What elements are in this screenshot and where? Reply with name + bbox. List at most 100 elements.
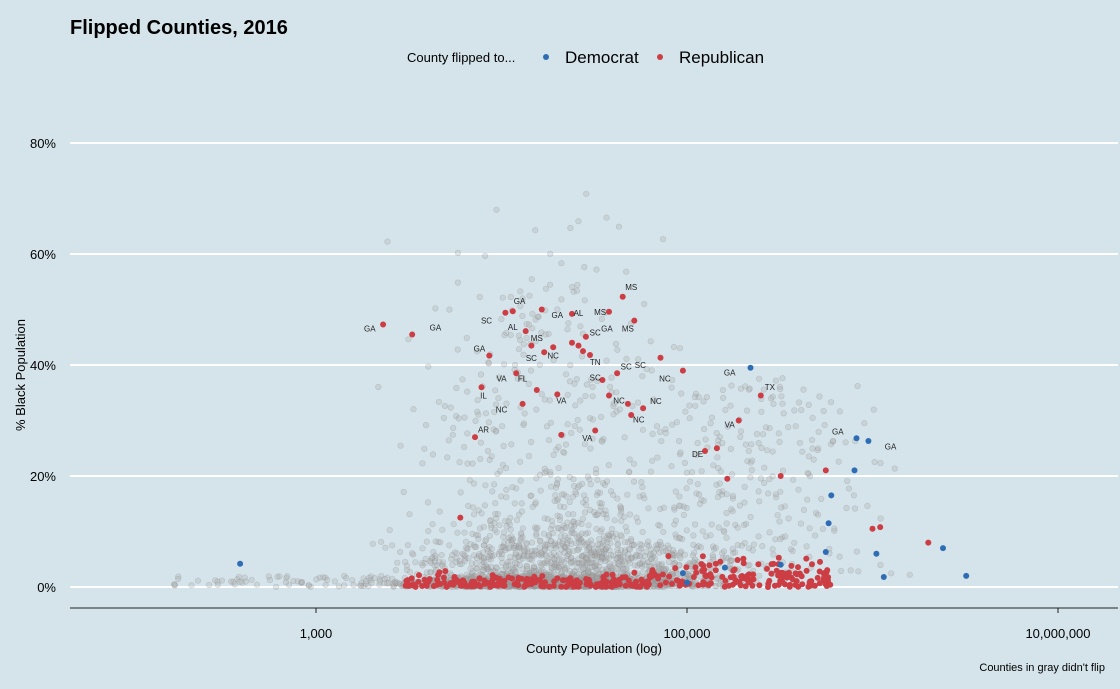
- unflipped-point: [582, 393, 589, 400]
- republican-point: [489, 576, 496, 583]
- republican-point: [569, 339, 575, 346]
- unflipped-point: [537, 552, 544, 559]
- unflipped-point: [435, 398, 443, 405]
- unflipped-point: [511, 569, 519, 576]
- republican-point: [825, 577, 831, 584]
- unflipped-point: [476, 293, 483, 301]
- unflipped-point: [710, 462, 717, 469]
- state-label: SC: [481, 316, 492, 325]
- unflipped-point: [564, 552, 571, 560]
- unflipped-point: [694, 440, 701, 447]
- unflipped-point: [529, 552, 536, 559]
- unflipped-point: [777, 386, 784, 393]
- unflipped-point: [602, 507, 609, 514]
- republican-point: [501, 582, 508, 589]
- state-label: AR: [478, 426, 489, 435]
- unflipped-point: [641, 301, 648, 308]
- unflipped-point: [488, 552, 495, 560]
- republican-point: [592, 427, 599, 434]
- unflipped-point: [778, 504, 785, 511]
- unflipped-point: [734, 541, 741, 549]
- unflipped-point: [660, 504, 668, 511]
- unflipped-point: [582, 562, 589, 569]
- republican-point: [737, 582, 744, 589]
- unflipped-point: [638, 560, 646, 567]
- unflipped-point: [776, 438, 783, 446]
- unflipped-point: [575, 218, 582, 225]
- unflipped-point: [563, 524, 570, 531]
- unflipped-point: [718, 491, 726, 498]
- unflipped-point: [564, 556, 571, 563]
- unflipped-point: [673, 419, 681, 426]
- unflipped-point: [531, 548, 539, 555]
- unflipped-point: [597, 503, 605, 510]
- unflipped-point: [805, 470, 812, 478]
- unflipped-point: [617, 504, 625, 511]
- unflipped-point: [555, 525, 563, 532]
- unflipped-point: [341, 582, 348, 589]
- republican-point: [587, 352, 593, 358]
- unflipped-point: [483, 565, 491, 572]
- unflipped-point: [551, 561, 558, 569]
- unflipped-point: [741, 483, 748, 491]
- state-label: NC: [613, 396, 625, 405]
- unflipped-point: [555, 563, 563, 570]
- unflipped-point: [645, 542, 652, 550]
- republican-point: [631, 317, 638, 324]
- unflipped-point: [546, 571, 553, 579]
- unflipped-point: [732, 521, 739, 529]
- unflipped-point: [552, 564, 559, 571]
- unflipped-point: [819, 525, 827, 533]
- unflipped-point: [528, 276, 535, 283]
- state-label: AL: [508, 323, 518, 332]
- unflipped-point: [438, 561, 446, 568]
- unflipped-point: [676, 534, 683, 542]
- unflipped-point: [803, 543, 810, 550]
- unflipped-point: [501, 529, 508, 536]
- unflipped-point: [371, 574, 378, 582]
- unflipped-point: [550, 451, 557, 459]
- unflipped-point: [535, 569, 542, 577]
- unflipped-point: [669, 546, 677, 554]
- unflipped-point: [648, 550, 655, 558]
- state-label: VA: [496, 375, 507, 384]
- unflipped-point: [580, 551, 588, 559]
- unflipped-point: [419, 562, 426, 569]
- unflipped-point: [298, 578, 306, 586]
- unflipped-point: [615, 560, 623, 567]
- republican-point: [724, 475, 731, 482]
- unflipped-point: [644, 538, 652, 545]
- unflipped-point: [600, 436, 607, 443]
- unflipped-point: [747, 459, 754, 466]
- unflipped-point: [405, 336, 412, 343]
- unflipped-point: [584, 546, 591, 554]
- unflipped-point: [530, 564, 537, 571]
- republican-point: [554, 391, 561, 398]
- unflipped-point: [639, 426, 647, 433]
- unflipped-point: [656, 522, 663, 529]
- unflipped-point: [591, 550, 599, 557]
- unflipped-point: [558, 526, 565, 534]
- republican-point: [629, 581, 636, 588]
- unflipped-point: [500, 540, 508, 547]
- republican-point: [811, 582, 818, 589]
- unflipped-point: [509, 566, 516, 573]
- unflipped-point: [600, 550, 608, 557]
- unflipped-point: [570, 482, 578, 490]
- unflipped-point: [755, 440, 762, 447]
- unflipped-point: [499, 294, 506, 301]
- democrat-point: [237, 560, 244, 567]
- unflipped-point: [511, 560, 519, 567]
- unflipped-point: [606, 563, 613, 570]
- unflipped-point: [600, 546, 608, 554]
- republican-point: [665, 553, 672, 560]
- unflipped-point: [485, 553, 492, 561]
- unflipped-point: [550, 570, 558, 577]
- unflipped-point: [499, 570, 506, 578]
- unflipped-point: [519, 525, 527, 532]
- unflipped-point: [412, 559, 419, 566]
- unflipped-point: [603, 214, 610, 221]
- unflipped-point: [703, 533, 710, 540]
- unflipped-point: [175, 573, 182, 580]
- unflipped-point: [561, 564, 568, 571]
